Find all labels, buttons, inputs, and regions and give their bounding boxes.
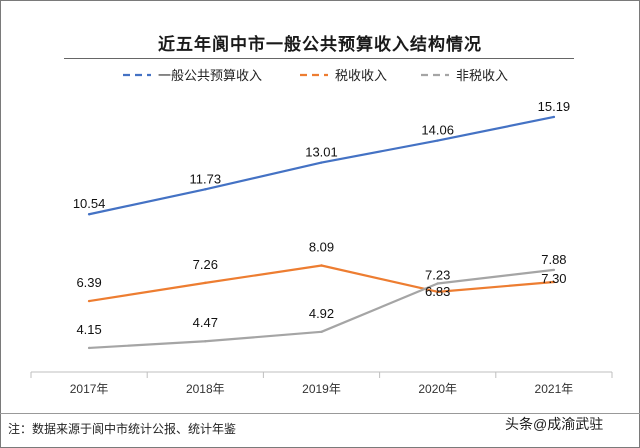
x-tick-label: 2017年 bbox=[70, 382, 109, 396]
watermark-text: 头条@成渝武驻 bbox=[505, 416, 604, 432]
data-label: 6.39 bbox=[76, 275, 101, 290]
data-point bbox=[552, 268, 556, 272]
data-point bbox=[87, 299, 91, 303]
data-label: 8.09 bbox=[309, 240, 334, 255]
data-point bbox=[320, 161, 323, 164]
data-point bbox=[204, 340, 207, 343]
data-label: 15.19 bbox=[538, 99, 571, 114]
data-label: 4.92 bbox=[309, 306, 334, 321]
data-point bbox=[436, 290, 439, 294]
data-label: 14.06 bbox=[421, 123, 454, 138]
data-point bbox=[552, 115, 556, 119]
footer-divider bbox=[0, 413, 640, 414]
data-label: 11.73 bbox=[190, 171, 222, 186]
data-label: 7.26 bbox=[193, 257, 218, 272]
data-point bbox=[87, 213, 91, 216]
series-line bbox=[88, 115, 555, 216]
x-tick-label: 2021年 bbox=[535, 382, 574, 396]
data-label: 4.47 bbox=[193, 315, 218, 330]
legend-label: 税收收入 bbox=[335, 68, 387, 83]
data-label: 7.23 bbox=[425, 267, 450, 282]
data-labels: 10.54 11.73 13.01 14.06 15.19 6.39 7.26 8.09 6.8… bbox=[73, 99, 570, 337]
data-label: 4.15 bbox=[76, 322, 101, 337]
data-point bbox=[204, 281, 207, 285]
data-point bbox=[87, 346, 91, 350]
data-label: 6.83 bbox=[425, 284, 450, 299]
x-tick-label: 2019年 bbox=[302, 382, 341, 396]
x-tick-label: 2020年 bbox=[418, 382, 457, 396]
data-label: 7.30 bbox=[541, 271, 566, 286]
data-point bbox=[320, 330, 323, 334]
data-point bbox=[320, 264, 323, 267]
chart-title: 近五年阆中市一般公共预算收入结构情况 bbox=[158, 35, 482, 55]
data-label: 13.01 bbox=[305, 145, 338, 160]
data-point bbox=[552, 280, 556, 284]
legend-label: 一般公共预算收入 bbox=[158, 68, 262, 83]
series-lines bbox=[87, 115, 556, 350]
data-label: 7.88 bbox=[541, 252, 566, 267]
data-point bbox=[436, 282, 439, 285]
legend: 一般公共预算收入 税收收入 非税收入 bbox=[123, 68, 508, 83]
data-point bbox=[204, 188, 207, 191]
x-tick-label: 2018年 bbox=[186, 382, 225, 396]
x-axis: 2017年 2018年 2019年 2020年 2021年 bbox=[30, 371, 613, 396]
data-label: 10.54 bbox=[73, 196, 106, 211]
series-line bbox=[88, 264, 554, 303]
title-underline bbox=[64, 58, 574, 59]
legend-label: 非税收入 bbox=[456, 68, 508, 83]
data-point bbox=[436, 139, 439, 142]
source-footnote: 注：数据来源于阆中市统计公报、统计年鉴 bbox=[8, 422, 237, 436]
